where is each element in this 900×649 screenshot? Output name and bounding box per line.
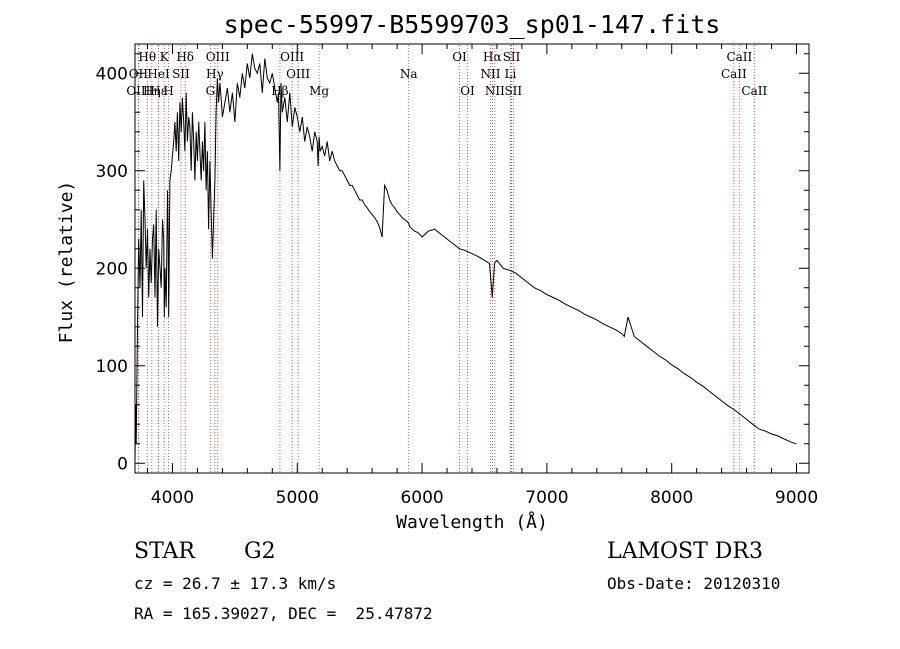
spectral-line-label: Hα — [483, 50, 502, 64]
y-tick-label: 200 — [96, 259, 128, 279]
x-tick-label: 7000 — [525, 488, 568, 508]
spectral-line-label: G — [206, 84, 216, 98]
y-tick-label: 100 — [96, 357, 128, 377]
x-tick-label: 6000 — [400, 488, 443, 508]
spectral-line-label: Mg — [309, 84, 329, 98]
ra-dec-coordinates: RA = 165.39027, DEC = 25.47872 — [134, 604, 433, 623]
x-axis-label: Wavelength (Å) — [396, 511, 548, 533]
redshift-cz: cz = 26.7 ± 17.3 km/s — [134, 574, 337, 593]
spectral-line-label: NII — [485, 84, 505, 98]
y-tick-label: 0 — [117, 454, 128, 474]
spectral-line-label: Hθ — [138, 50, 156, 64]
spectral-line-label: NII — [480, 67, 500, 81]
x-tick-label: 4000 — [151, 488, 194, 508]
object-subclass: G2 — [244, 539, 276, 564]
y-tick-label: 300 — [96, 162, 128, 182]
spectral-line-label: Hβ — [271, 84, 288, 98]
spectral-line-label: Na — [400, 67, 418, 81]
spectral-line-label: Hη — [143, 84, 161, 98]
spectral-line-label: K — [160, 50, 170, 64]
spectral-line-label: OIII — [126, 84, 150, 98]
spectral-line-label: HeI — [147, 67, 170, 81]
x-tick-label: 9000 — [775, 488, 818, 508]
spectral-line-label: Hδ — [176, 50, 194, 64]
spectral-line-label: OII — [129, 67, 149, 81]
spectral-line-label: SII — [504, 84, 522, 98]
spectrum-series-line — [134, 53, 797, 462]
chart-title: spec-55997-B5599703_sp01-147.fits — [224, 10, 721, 39]
x-tick-label: 8000 — [650, 488, 693, 508]
spectral-line-label: H — [163, 84, 173, 98]
spectral-line-label: Li — [505, 67, 517, 81]
y-axis-label: Flux (relative) — [56, 181, 77, 344]
spectral-line-label: CaII — [741, 84, 767, 98]
spectral-line-label: OI — [460, 84, 475, 98]
spectral-line-label: SII — [503, 50, 521, 64]
spectral-line-label: OIII — [280, 50, 304, 64]
survey-name: LAMOST DR3 — [607, 539, 763, 564]
object-class: STAR — [134, 539, 195, 564]
spectral-line-label: Hγ — [206, 67, 224, 81]
y-axis-ticks: 0 100 200 300 400 — [96, 53, 809, 474]
x-tick-label: 5000 — [276, 488, 319, 508]
observation-date: Obs-Date: 20120310 — [607, 574, 781, 593]
spectral-line-label: OI — [452, 50, 467, 64]
spectral-line-label: OIII — [206, 50, 230, 64]
y-tick-label: 400 — [96, 64, 128, 84]
spectral-line-label: CaII — [721, 67, 747, 81]
spectral-line-label: OIII — [286, 67, 310, 81]
spectral-line-label: SII — [172, 67, 190, 81]
x-axis-ticks: 4000 5000 6000 7000 8000 9000 — [146, 44, 818, 508]
spectral-line-label: CaII — [726, 50, 752, 64]
